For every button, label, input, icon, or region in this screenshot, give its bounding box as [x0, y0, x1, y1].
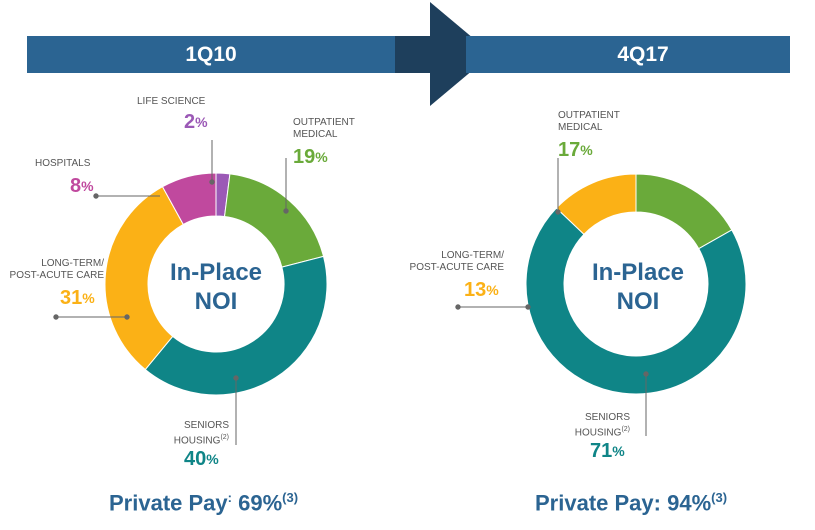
label-outpatient-4q17: OUTPATIENT MEDICAL — [558, 110, 620, 133]
center-line-1: In-Place — [591, 259, 685, 286]
pct-outpatient-4q17: 17% — [558, 139, 593, 161]
label-outpatient-1q10: OUTPATIENT MEDICAL — [293, 117, 355, 140]
pct-seniors-1q10: 40% — [184, 448, 219, 470]
donut-slice-seniors-housing — [525, 207, 747, 395]
donut-slice-hospitals — [161, 172, 217, 226]
label-seniors-4q17: SENIORS HOUSING(2) — [574, 412, 630, 439]
period-banner-4q17: 4Q17 — [466, 36, 790, 73]
pct-ltpac-4q17: 13% — [464, 279, 499, 301]
leader-lines-1q10 — [53, 140, 289, 445]
period-banner-1q10: 1Q10 — [27, 36, 395, 73]
pct-hospitals-1q10: 8% — [70, 175, 94, 197]
donut-center-label-1q10: In-Place NOI — [146, 258, 286, 316]
center-line-2: NOI — [194, 288, 238, 315]
period-title: 1Q10 — [185, 42, 237, 66]
pct-ltpac-1q10: 31% — [60, 287, 95, 309]
label-ltpac-4q17: LONG-TERM/ POST-ACUTE CARE — [409, 250, 504, 273]
leader-lines-4q17 — [455, 158, 649, 436]
label-hospitals-1q10: HOSPITALS — [35, 158, 91, 169]
donut-slice-long-term-post-acute-care — [555, 173, 637, 235]
pct-seniors-4q17: 71% — [590, 440, 625, 462]
pct-outpatient-1q10: 19% — [293, 146, 328, 168]
center-line-2: NOI — [616, 288, 660, 315]
label-seniors-1q10: SENIORS HOUSING(2) — [173, 420, 229, 447]
donut-slice-outpatient-medical — [635, 173, 733, 250]
period-title: 4Q17 — [617, 42, 669, 66]
label-ltpac-1q10: LONG-TERM/ POST-ACUTE CARE — [9, 258, 104, 281]
donut-slice-long-term-post-acute-care — [104, 186, 184, 371]
private-pay-4q17: Private Pay: 94%(3) — [535, 490, 728, 516]
transition-arrow — [395, 2, 492, 106]
pct-life-science-1q10: 2% — [184, 111, 208, 133]
donut-slice-seniors-housing — [144, 255, 328, 396]
label-life-science-1q10: LIFE SCIENCE — [137, 96, 206, 107]
donut-center-label-4q17: In-Place NOI — [568, 258, 708, 316]
private-pay-1q10: Private Pay: 69%(3) — [109, 490, 299, 516]
center-line-1: In-Place — [169, 259, 263, 286]
